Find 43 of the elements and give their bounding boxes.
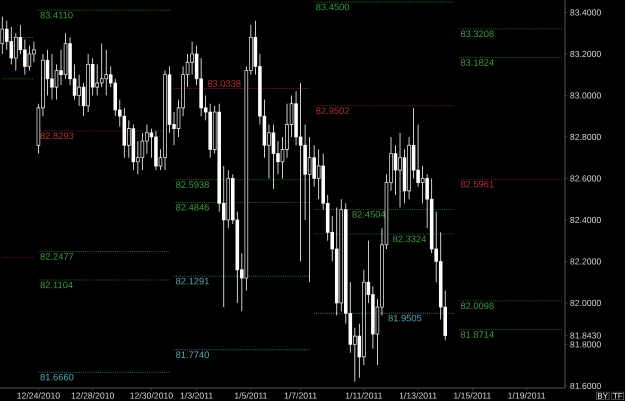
- y-tick-label: 83.0000: [570, 92, 601, 99]
- data-label: 82.3324: [392, 236, 426, 242]
- data-label: 82.1104: [40, 282, 73, 288]
- x-tick-label: 1/13/2011: [400, 392, 437, 399]
- x-tick-label: 1/3/2011: [180, 392, 213, 399]
- data-label: 81.9505: [388, 314, 422, 322]
- x-tick-label: 1/5/2011: [234, 392, 267, 399]
- y-tick-label: 82.8000: [570, 134, 601, 140]
- data-label: 81.8714: [460, 331, 494, 338]
- candlestick: [104, 49, 108, 96]
- data-label: 82.5938: [176, 181, 209, 188]
- x-tick-label: 12/30/2010: [130, 392, 173, 399]
- x-tick-label: 1/11/2011: [346, 392, 382, 399]
- data-label: 82.5961: [460, 180, 494, 188]
- y-tick-label: 82.0000: [570, 300, 601, 306]
- data-label: 82.9502: [316, 107, 350, 114]
- x-tick-label: 12/24/2010: [17, 392, 60, 399]
- y-tick-label: 82.6000: [570, 175, 601, 182]
- y-tick-label: 81.8430: [570, 332, 601, 339]
- y-tick-label: 82.2000: [570, 258, 601, 264]
- text: TF: [613, 393, 622, 399]
- data-label: 81.7740: [176, 351, 209, 358]
- text: BY: [598, 393, 608, 399]
- x-tick-label: 1/19/2011: [508, 392, 546, 399]
- data-label: 82.0098: [460, 302, 494, 310]
- data-label: 82.8293: [40, 132, 74, 140]
- data-label: 83.0338: [208, 80, 241, 87]
- data-label: 82.1291: [176, 278, 209, 284]
- y-tick-label: 82.4000: [570, 216, 601, 224]
- x-tick-label: 1/15/2011: [454, 392, 491, 399]
- y-tick-label: 81.6000: [570, 382, 601, 389]
- data-label: 82.4846: [176, 204, 209, 211]
- x-tick-label: 12/28/2010: [72, 392, 114, 399]
- data-label: 82.2477: [40, 253, 74, 260]
- data-label: 83.4110: [40, 12, 73, 18]
- x-tick-label: 1/7/2011: [284, 392, 317, 399]
- data-label: 83.1824: [460, 59, 494, 66]
- data-label: 83.3208: [460, 30, 494, 38]
- y-tick-label: 83.2000: [570, 50, 601, 58]
- y-tick-label: 81.8000: [570, 341, 601, 348]
- data-label: 81.6660: [40, 374, 74, 380]
- y-tick-label: 83.4000: [570, 9, 601, 16]
- data-label: 83.4500: [316, 4, 350, 10]
